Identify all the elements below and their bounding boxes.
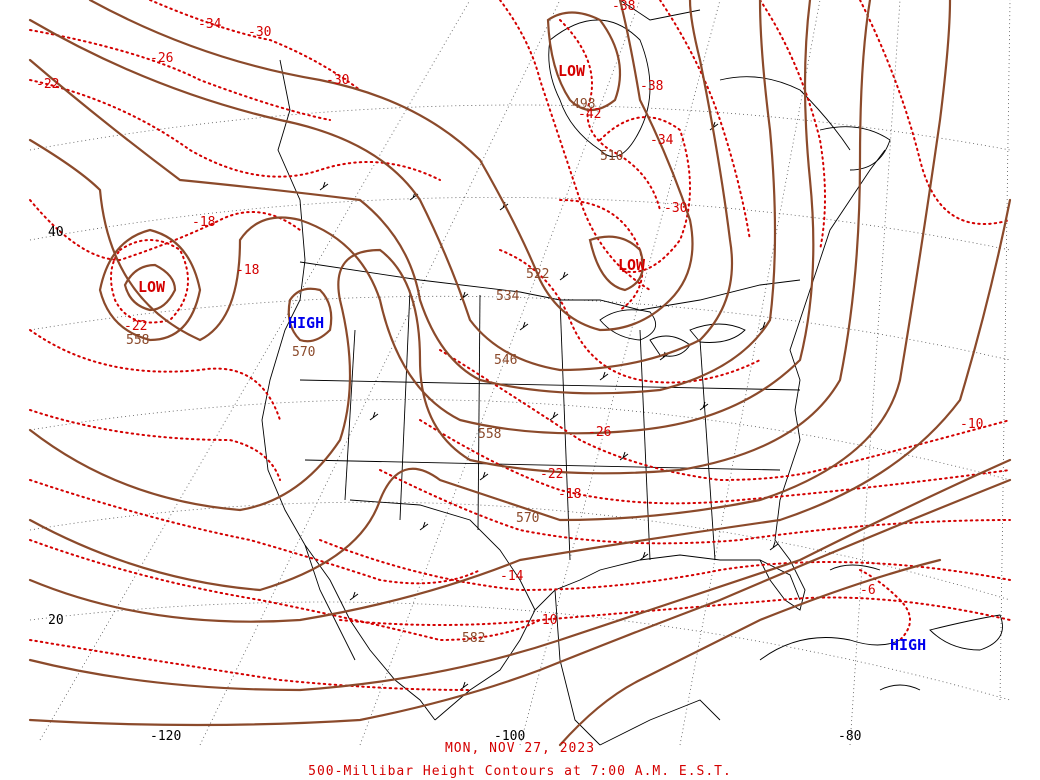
- height-label: 582: [462, 631, 485, 646]
- temperature-label: -34: [650, 133, 674, 148]
- longitude-label: -100: [494, 729, 525, 744]
- height-label: 570: [292, 345, 315, 360]
- temperature-label: -34: [198, 17, 222, 32]
- high-center: HIGH: [890, 636, 926, 654]
- temperature-label: -18: [558, 487, 581, 502]
- temperature-label: -10: [534, 613, 557, 628]
- longitude-label: -120: [150, 729, 181, 744]
- temperature-label: -14: [500, 569, 524, 584]
- temperature-label: -22: [124, 319, 147, 334]
- temperature-label: -30: [326, 73, 349, 88]
- temperature-label: -6: [860, 583, 876, 598]
- temperature-label: -26: [150, 51, 173, 66]
- temperature-label: -38: [640, 79, 663, 94]
- height-label: 510: [600, 149, 623, 164]
- latitude-label: 40: [48, 225, 64, 240]
- temperature-label: -38: [612, 0, 635, 14]
- low-center: LOW: [618, 256, 646, 274]
- temperature-label: -18: [192, 215, 215, 230]
- low-center: LOW: [558, 62, 586, 80]
- pressure-centers: LOW LOW LOW HIGH HIGH: [138, 62, 926, 654]
- temperature-labels: -34 -30 -26 -30 -22 -38 -42 -38 -34 -30 …: [36, 0, 983, 628]
- height-contours: [28, 0, 1012, 747]
- longitude-label: -80: [838, 729, 861, 744]
- high-center: HIGH: [288, 314, 324, 332]
- latlon-grid: [29, 0, 1011, 746]
- height-label: 546: [494, 353, 517, 368]
- date-label: MON, NOV 27, 2023: [444, 741, 596, 756]
- temperature-isotherms: [29, 0, 1011, 691]
- low-center: LOW: [138, 278, 166, 296]
- temperature-label: -30: [248, 25, 271, 40]
- chart-title: 500-Millibar Height Contours at 7:00 A.M…: [308, 764, 732, 779]
- latitude-label: 20: [48, 613, 64, 628]
- height-label: 558: [478, 427, 501, 442]
- temperature-label: -42: [578, 107, 601, 122]
- temperature-label: -30: [664, 201, 687, 216]
- height-label: 558: [126, 333, 149, 348]
- temperature-label: -22: [36, 77, 59, 92]
- height-label: 534: [496, 289, 520, 304]
- grid-labels: -120 -100 -80 40 20: [48, 225, 861, 744]
- height-label: 570: [516, 511, 539, 526]
- height-label: 498: [572, 97, 595, 112]
- height-label: 522: [526, 267, 549, 282]
- temperature-label: -10: [960, 417, 983, 432]
- height-labels: 498 510 522 534 546 558 558 570 570 582: [126, 97, 623, 646]
- temperature-label: -22: [540, 467, 563, 482]
- temperature-label: -26: [588, 425, 611, 440]
- temperature-label: -18: [236, 263, 259, 278]
